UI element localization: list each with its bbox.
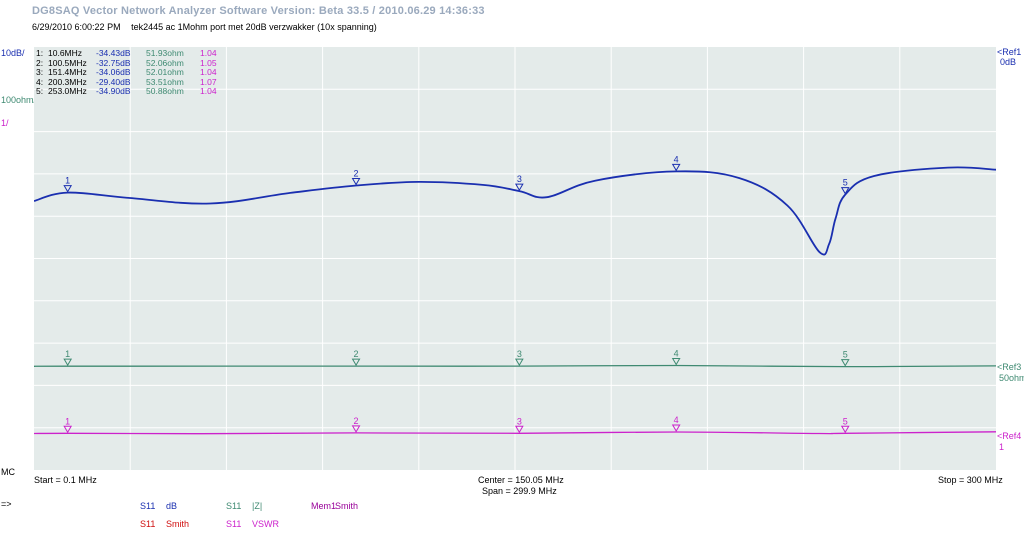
marker-1-z-label: 1 [65, 349, 70, 359]
legend-z-port[interactable]: S11 [226, 501, 242, 511]
marker-4-db-triangle[interactable] [671, 163, 681, 172]
marker-4-vswr-triangle[interactable] [671, 424, 681, 433]
center-frequency: Center = 150.05 MHz [478, 475, 564, 485]
marker-3-vswr-label: 3 [517, 416, 522, 426]
marker-1-db-label: 1 [65, 176, 70, 186]
legend-smith-name[interactable]: Smith [335, 501, 359, 511]
z-trace-line [34, 364, 996, 368]
marker-2-db-triangle[interactable] [351, 178, 361, 186]
marker-4-z-label: 4 [674, 349, 679, 359]
marker-2-z-label: 2 [354, 349, 359, 359]
marker-5-z-label: 5 [843, 350, 848, 360]
legend-smith-name[interactable]: Smith [166, 519, 190, 529]
ref1-label: <Ref1 [997, 47, 1022, 57]
legend-smith-port[interactable]: Mem1 [311, 501, 337, 511]
marker-2-z-triangle[interactable] [351, 358, 361, 367]
marker-5-vswr-label: 5 [843, 416, 848, 426]
marker-5-vswr: 1.04 [200, 86, 217, 97]
legend-smith-port[interactable]: S11 [140, 519, 156, 529]
marker-4-label: 4: [36, 76, 44, 87]
marker-2-vswr-triangle[interactable] [351, 425, 361, 433]
stop-frequency: Stop = 300 MHz [938, 475, 1003, 485]
vswr-scale-label: 1/ [1, 118, 9, 128]
marker-1-vswr: 1.04 [200, 48, 217, 58]
marker-3-freq: 151.4MHz [48, 67, 87, 78]
marker-3-ohm: 52.01ohm [146, 67, 184, 78]
marker-5-vswr-triangle[interactable] [840, 425, 850, 434]
arrow-label: => [1, 499, 12, 509]
marker-3-z-triangle[interactable] [514, 358, 524, 367]
marker-1-ohm: 51.93ohm [146, 48, 184, 58]
app-title: DG8SAQ Vector Network Analyzer Software … [32, 5, 485, 17]
marker-2-ohm: 52.06ohm [146, 57, 184, 68]
measurement-description: tek2445 ac 1Mohm port met 20dB verzwakke… [131, 22, 377, 32]
marker-4-z-triangle[interactable] [671, 358, 681, 366]
timestamp: 6/29/2010 6:00:22 PM [32, 22, 121, 32]
marker-4-vswr-label: 4 [674, 415, 679, 425]
marker-5-db-triangle[interactable] [840, 187, 850, 195]
measurement-info: 6/29/2010 6:00:22 PM tek2445 ac 1Mohm po… [32, 22, 377, 32]
ref4-value: 1 [999, 442, 1005, 452]
marker-4-ohm: 53.51ohm [146, 76, 184, 87]
marker-2-vswr-label: 2 [354, 416, 359, 426]
marker-1-vswr-triangle[interactable] [63, 425, 73, 434]
db-trace-line [34, 166, 996, 256]
marker-5-label: 5: [36, 86, 44, 97]
marker-2-label: 2: [36, 57, 44, 68]
marker-4-freq: 200.3MHz [48, 76, 87, 87]
marker-2-freq: 100.5MHz [48, 57, 87, 68]
marker-5-freq: 253.0MHz [48, 86, 87, 97]
start-frequency: Start = 0.1 MHz [34, 475, 97, 485]
legend-db-port[interactable]: S11 [140, 501, 156, 511]
db-scale-label: 10dB/ [1, 48, 25, 58]
legend-db-name[interactable]: dB [166, 501, 178, 511]
vswr-trace-line [34, 431, 996, 435]
marker-1-z-triangle[interactable] [63, 358, 73, 367]
marker-5-z-triangle[interactable] [840, 359, 850, 367]
ref4-label: <Ref4 [997, 431, 1022, 441]
legend-z-name[interactable]: |Z| [252, 501, 263, 511]
ref3-label: <Ref3 [997, 362, 1022, 372]
marker-2-db-label: 2 [354, 169, 359, 179]
marker-1-db: -34.43dB [96, 48, 131, 58]
mc-label: MC [1, 467, 15, 477]
marker-1-vswr-label: 1 [65, 416, 70, 426]
plot-area[interactable]: 1 2 3 4 5 1 2 3 4 5 1 2 3 4 5 [34, 47, 996, 470]
ohm-scale-label: 100ohm/ [1, 95, 37, 105]
marker-1-db-triangle[interactable] [63, 185, 73, 193]
marker-3-vswr-triangle[interactable] [514, 425, 524, 434]
marker-2-db: -32.75dB [96, 57, 131, 68]
marker-2-vswr: 1.05 [200, 57, 217, 68]
legend-vswr-port[interactable]: S11 [226, 519, 242, 529]
marker-3-db-label: 3 [517, 174, 522, 184]
span-frequency: Span = 299.9 MHz [482, 486, 557, 496]
marker-3-vswr: 1.04 [200, 67, 217, 78]
chart-svg: 1 2 3 4 5 1 2 3 4 5 1 2 3 4 5 [34, 47, 996, 470]
marker-3-z-label: 3 [517, 349, 522, 359]
marker-4-db: -29.40dB [96, 76, 131, 87]
marker-5-db: -34.90dB [96, 86, 131, 97]
marker-1-label: 1: [36, 48, 44, 58]
marker-3-label: 3: [36, 67, 44, 78]
legend-vswr-name[interactable]: VSWR [252, 519, 279, 529]
marker-3-db-triangle[interactable] [514, 183, 524, 192]
marker-5-ohm: 50.88ohm [146, 86, 184, 97]
marker-4-vswr: 1.07 [200, 76, 217, 87]
ref3-value: 50ohm [999, 373, 1024, 383]
ref1-value: 0dB [1000, 57, 1017, 67]
marker-5-db-label: 5 [843, 178, 848, 188]
marker-4-db-label: 4 [674, 154, 679, 164]
marker-3-db: -34.06dB [96, 67, 131, 78]
marker-1-freq: 10.6MHz [48, 48, 83, 58]
